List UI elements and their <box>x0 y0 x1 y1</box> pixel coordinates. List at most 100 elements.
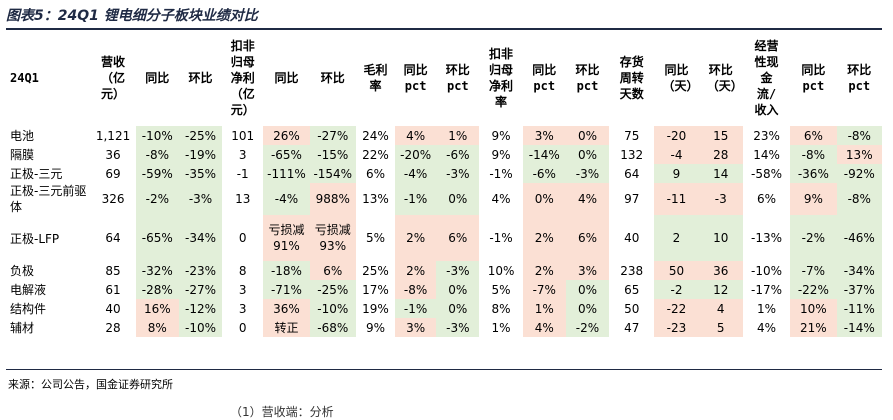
row-label: 正极-LFP <box>10 231 60 246</box>
table-cell: -17% <box>751 282 783 297</box>
table-cell: -7% <box>790 261 837 280</box>
table-cell: -1 <box>236 166 249 181</box>
table-cell: -154% <box>309 164 356 183</box>
table-cell: -36% <box>790 164 837 183</box>
table-cell: 1% <box>491 320 511 335</box>
table-cell: 9% <box>365 320 385 335</box>
table-cell: 12 <box>698 280 743 299</box>
table-cell: 22% <box>362 147 389 162</box>
table-cell: 8% <box>135 318 179 337</box>
table-cell: 36 <box>698 261 743 280</box>
table-cell: 65 <box>624 282 640 297</box>
table-cell: -68% <box>309 318 356 337</box>
table-cell: -14% <box>836 318 882 337</box>
table-cell: 36% <box>263 299 310 318</box>
table-row: 负极 85 -32% -23% 8 -18% 6% 25% 2% -3% 10% 2% 3% 238 50 3… <box>6 261 882 280</box>
header-cf-qoq: 环比pct <box>847 63 872 93</box>
table-cell: 6% <box>309 261 356 280</box>
table-cell: 10% <box>487 263 515 278</box>
table-cell: 亏损减91% <box>263 215 310 261</box>
source-note: 来源：公司公告，国金证券研究所 <box>8 378 173 391</box>
table-cell: 9% <box>790 183 837 215</box>
table-cell: -2% <box>135 183 179 215</box>
table-cell: -10% <box>178 318 223 337</box>
table-cell: 19% <box>362 301 389 316</box>
figure-title: 图表5：24Q1 锂电细分子板块业绩对比 <box>6 8 258 24</box>
table-cell: 24% <box>362 128 389 143</box>
table-cell: 238 <box>620 263 644 278</box>
table-cell: 16% <box>135 299 179 318</box>
table-cell: -2% <box>565 318 610 337</box>
header-gm-yoy: 同比pct <box>403 63 428 93</box>
table-cell: 40 <box>105 301 121 316</box>
table-cell: 13 <box>235 192 251 206</box>
table-cell: -25% <box>309 280 356 299</box>
table-cell: -3 <box>698 183 743 215</box>
table-cell: 9% <box>491 128 511 143</box>
table-cell: 10% <box>790 299 837 318</box>
row-label: 正极-三元前驱体 <box>10 184 87 214</box>
table-cell: 亏损减93% <box>309 215 356 261</box>
table-cell: -58% <box>751 166 783 181</box>
table-cell: 23% <box>753 128 780 143</box>
header-inventory-days: 存货周转天数 <box>619 55 644 101</box>
table-cell: -19% <box>178 145 223 164</box>
table-cell: -8% <box>135 145 179 164</box>
table-cell: 26% <box>263 126 310 145</box>
table-row: 隔膜 36 -8% -19% 3 -65% -15% 22% -20% -6% 9% -14% 0% 13… <box>6 145 882 164</box>
table-cell: 0% <box>436 299 480 318</box>
row-label: 辅材 <box>10 321 35 335</box>
table-cell: 85 <box>105 263 121 278</box>
table-cell: 2% <box>522 215 566 261</box>
table-cell: -27% <box>178 280 223 299</box>
table-cell: 6% <box>565 215 610 261</box>
table-cell: -27% <box>309 126 356 145</box>
table-cell: 0% <box>565 145 610 164</box>
table-cell: 14% <box>753 147 780 162</box>
table-row: 正极-三元前驱体 326 -2% -3% 13 -4% 988% 13% -1% 0% 4% 0% 4%… <box>6 183 882 215</box>
table-row: 结构件 40 16% -12% 3 36% -10% 19% -1% 0% 8% 1% 0% 50 -22 4… <box>6 299 882 318</box>
table-cell: 1% <box>436 126 480 145</box>
table-row: 辅材 28 8% -10% 0 转正 -68% 9% 3% -3% 1% 4% -2% 47 -23 5 4% 2… <box>6 318 882 337</box>
header-revenue-yoy: 同比 <box>145 71 170 85</box>
table-cell: -6% <box>436 145 480 164</box>
table-cell: 0% <box>436 280 480 299</box>
table-cell: 13% <box>362 192 389 206</box>
table-cell: 15 <box>698 126 743 145</box>
table-cell: -14% <box>522 145 566 164</box>
table-cell: -1% <box>489 166 513 181</box>
table-cell: 75 <box>624 128 640 143</box>
table-cell: -10% <box>135 126 179 145</box>
table-cell: 14 <box>698 164 743 183</box>
row-label: 隔膜 <box>10 148 35 162</box>
header-profit-qoq: 环比 <box>320 71 345 85</box>
table-cell: 47 <box>624 320 640 335</box>
table-cell: -22% <box>790 280 837 299</box>
table-cell: -8% <box>790 145 837 164</box>
table-cell: 3 <box>238 282 247 297</box>
table-cell: 1% <box>522 299 566 318</box>
table-cell: -28% <box>135 280 179 299</box>
table-cell: 6% <box>365 166 385 181</box>
table-cell: 2 <box>654 215 699 261</box>
table-cell: 5% <box>491 282 511 297</box>
header-row: 24Q1 营收（亿元） 同比 环比 扣非归母净利（亿元） 同比 环比 毛利率 同… <box>6 30 882 126</box>
table-cell: 0% <box>565 280 610 299</box>
table-cell: -46% <box>836 215 882 261</box>
table-cell: 3 <box>238 147 247 162</box>
table-cell: -23% <box>178 261 223 280</box>
table-cell: 2% <box>395 261 437 280</box>
table-cell: -3% <box>178 183 223 215</box>
table-cell: -92% <box>836 164 882 183</box>
header-cashflow: 经营性现金流/收入 <box>754 39 779 117</box>
table-cell: -10% <box>751 263 783 278</box>
table-cell: 4% <box>565 183 610 215</box>
table-cell: 13% <box>836 145 882 164</box>
table-cell: -37% <box>836 280 882 299</box>
header-net-profit: 扣非归母净利（亿元） <box>230 39 255 117</box>
table-cell: 0 <box>238 320 247 335</box>
table-cell: -8% <box>836 183 882 215</box>
table-cell: 3% <box>522 126 566 145</box>
performance-table: 24Q1 营收（亿元） 同比 环比 扣非归母净利（亿元） 同比 环比 毛利率 同… <box>6 30 882 337</box>
table-cell: -20% <box>395 145 437 164</box>
